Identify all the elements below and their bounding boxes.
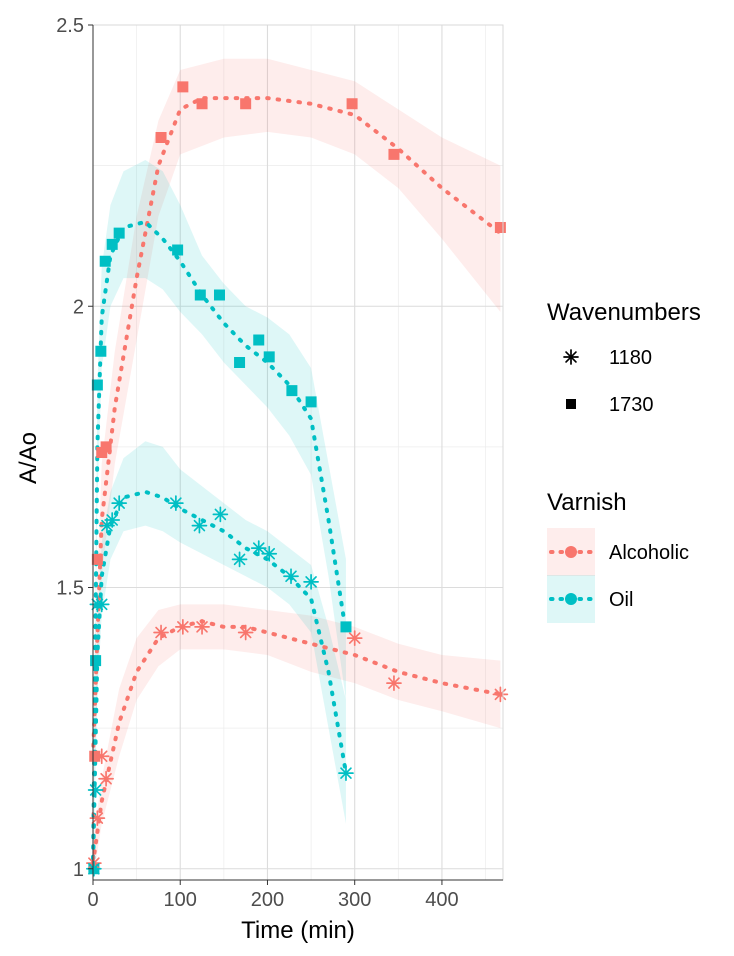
- point-alcoholic-1730: [91, 553, 103, 565]
- point-alcoholic-1730: [346, 98, 358, 110]
- x-axis-title: Time (min): [241, 917, 355, 944]
- point-oil-1730: [213, 289, 225, 301]
- point-alcoholic-1180: [492, 686, 509, 703]
- legend-title-varnish: Varnish: [547, 489, 627, 516]
- legend-key-1180: [563, 349, 579, 365]
- point-oil-1180: [111, 495, 128, 511]
- point-alcoholic-1730: [96, 447, 108, 458]
- fit-line-alcoholic-1180: [91, 619, 503, 866]
- y-tick-label: 1.5: [56, 578, 84, 600]
- point-oil-1180: [168, 495, 184, 511]
- x-tick-label: 100: [164, 889, 197, 911]
- point-oil-1730: [172, 244, 184, 256]
- point-alcoholic-1730: [155, 132, 167, 143]
- point-oil-1180: [212, 506, 229, 523]
- legend-asterisk-icon: [563, 349, 579, 365]
- point-oil-1730: [106, 238, 118, 250]
- point-alcoholic-1180: [153, 624, 169, 641]
- confidence-bands: [93, 58, 501, 880]
- point-oil-1730: [305, 396, 317, 408]
- axes: [88, 24, 504, 885]
- legend-label-alcoholic: Alcoholic: [609, 542, 689, 564]
- point-oil-1180: [231, 551, 248, 568]
- y-tick-label: 2: [73, 296, 84, 318]
- point-alcoholic-1730: [177, 81, 189, 93]
- tick-labels: 0 100 200 300 400 1 1.5 2 2.5: [56, 15, 458, 911]
- point-oil-1180: [283, 568, 299, 585]
- legend-dot-icon: [565, 593, 577, 605]
- point-alcoholic-1180: [237, 624, 254, 641]
- band-oil-1730: [93, 160, 346, 880]
- x-tick-label: 0: [87, 889, 98, 911]
- fit-line-oil-1730: [91, 219, 348, 871]
- point-oil-1180: [191, 517, 208, 534]
- point-oil-1730: [234, 357, 246, 368]
- point-oil-1730: [253, 334, 265, 346]
- point-oil-1730: [286, 385, 298, 397]
- point-alcoholic-1730: [388, 148, 400, 160]
- point-alcoholic-1730: [494, 222, 506, 233]
- y-tick-label: 2.5: [56, 15, 84, 37]
- fit-line-alcoholic-1730: [91, 96, 503, 759]
- legend-square-icon: [566, 399, 576, 409]
- y-axis-title: A/Ao: [15, 432, 42, 484]
- point-alcoholic-1180: [194, 619, 210, 635]
- point-alcoholic-1180: [98, 770, 114, 787]
- point-oil-1180: [338, 765, 354, 781]
- data-points: [86, 81, 509, 877]
- point-alcoholic-1180: [175, 619, 191, 635]
- legend-key-1730: [566, 399, 576, 409]
- legend: Wavenumbers 1180 1730 Varnish Alcoholic …: [547, 299, 701, 623]
- legend-key-alcoholic: [547, 528, 595, 576]
- point-oil-1180: [261, 545, 278, 562]
- point-oil-1730: [99, 255, 111, 267]
- point-oil-1730: [91, 379, 103, 391]
- legend-key-oil: [547, 575, 595, 623]
- point-oil-1180: [93, 596, 110, 613]
- legend-label-oil: Oil: [609, 589, 633, 611]
- point-alcoholic-1730: [100, 441, 112, 453]
- point-oil-1730: [113, 227, 125, 239]
- point-oil-1730: [194, 289, 206, 301]
- band-alcoholic-1180: [93, 604, 501, 880]
- point-oil-1730: [263, 351, 275, 363]
- point-alcoholic-1180: [386, 675, 402, 691]
- legend-label-1180: 1180: [609, 347, 652, 369]
- legend-title-wavenumbers: Wavenumbers: [547, 299, 701, 326]
- point-oil-1180: [104, 512, 121, 528]
- legend-dot-icon: [565, 546, 577, 558]
- point-oil-1730: [90, 655, 102, 667]
- point-alcoholic-1180: [93, 748, 110, 765]
- point-oil-1180: [86, 860, 102, 877]
- minor-gridlines: [93, 25, 503, 880]
- point-oil-1730: [95, 345, 107, 357]
- x-tick-label: 400: [425, 889, 458, 911]
- point-oil-1730: [340, 621, 352, 633]
- point-alcoholic-1180: [89, 810, 106, 826]
- point-alcoholic-1730: [196, 98, 208, 110]
- fit-lines: [91, 96, 503, 871]
- y-tick-label: 1: [73, 859, 84, 881]
- x-tick-label: 300: [338, 889, 371, 911]
- legend-label-1730: 1730: [609, 394, 654, 416]
- point-alcoholic-1730: [240, 98, 252, 110]
- point-alcoholic-1180: [346, 630, 363, 646]
- point-oil-1180: [303, 574, 319, 590]
- fit-line-oil-1180: [91, 489, 348, 871]
- point-oil-1180: [250, 540, 267, 556]
- point-oil-1180: [87, 782, 104, 798]
- band-oil-1180: [93, 441, 346, 880]
- x-tick-label: 200: [251, 889, 284, 911]
